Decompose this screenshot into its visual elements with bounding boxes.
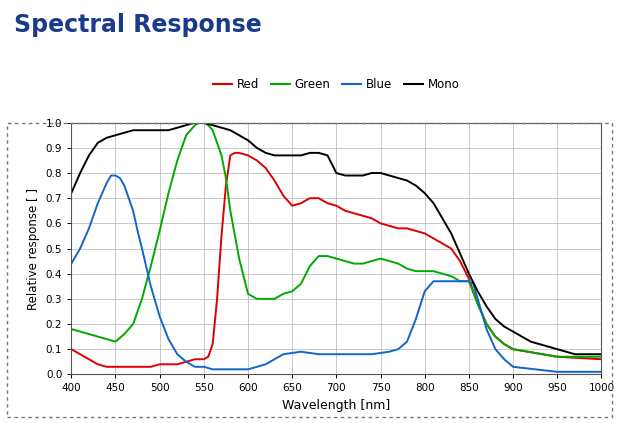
Red bbox=[262, 165, 270, 170]
Mono bbox=[191, 120, 198, 125]
Line: Mono: Mono bbox=[71, 123, 601, 354]
Green bbox=[598, 354, 605, 359]
Mono bbox=[536, 342, 543, 347]
Line: Red: Red bbox=[71, 153, 601, 367]
Mono bbox=[571, 352, 578, 357]
Mono bbox=[68, 191, 75, 196]
Green bbox=[68, 327, 75, 332]
Green bbox=[350, 261, 358, 266]
Red bbox=[205, 354, 212, 359]
Green bbox=[421, 269, 428, 274]
Green bbox=[227, 208, 234, 213]
Green bbox=[368, 258, 376, 264]
Blue bbox=[182, 359, 190, 364]
Blue bbox=[554, 369, 561, 374]
Green bbox=[554, 354, 561, 359]
Legend: Red, Green, Blue, Mono: Red, Green, Blue, Mono bbox=[208, 73, 464, 96]
Mono bbox=[200, 120, 208, 125]
Blue bbox=[174, 352, 181, 357]
Green bbox=[324, 253, 331, 258]
Mono bbox=[598, 352, 605, 357]
Red bbox=[386, 223, 393, 228]
Blue bbox=[510, 364, 517, 369]
Y-axis label: Relative response [ ]: Relative response [ ] bbox=[27, 187, 40, 310]
Red bbox=[86, 357, 93, 362]
X-axis label: Wavelength [nm]: Wavelength [nm] bbox=[282, 399, 391, 412]
Green bbox=[196, 120, 203, 125]
Red bbox=[68, 347, 75, 352]
Blue bbox=[107, 173, 115, 178]
Mono bbox=[359, 173, 366, 178]
Mono bbox=[262, 150, 270, 155]
Mono bbox=[174, 125, 181, 130]
Blue bbox=[138, 246, 146, 251]
Blue bbox=[68, 261, 75, 266]
Red bbox=[394, 226, 402, 231]
Blue bbox=[598, 369, 605, 374]
Blue bbox=[403, 339, 410, 344]
Line: Blue: Blue bbox=[71, 176, 601, 372]
Red bbox=[231, 150, 239, 155]
Text: Spectral Response: Spectral Response bbox=[14, 13, 262, 37]
Mono bbox=[394, 176, 402, 181]
Green bbox=[76, 329, 84, 334]
Red bbox=[598, 357, 605, 362]
Blue bbox=[430, 279, 437, 284]
Red bbox=[94, 362, 102, 367]
Red bbox=[103, 364, 110, 369]
Line: Green: Green bbox=[71, 123, 601, 357]
